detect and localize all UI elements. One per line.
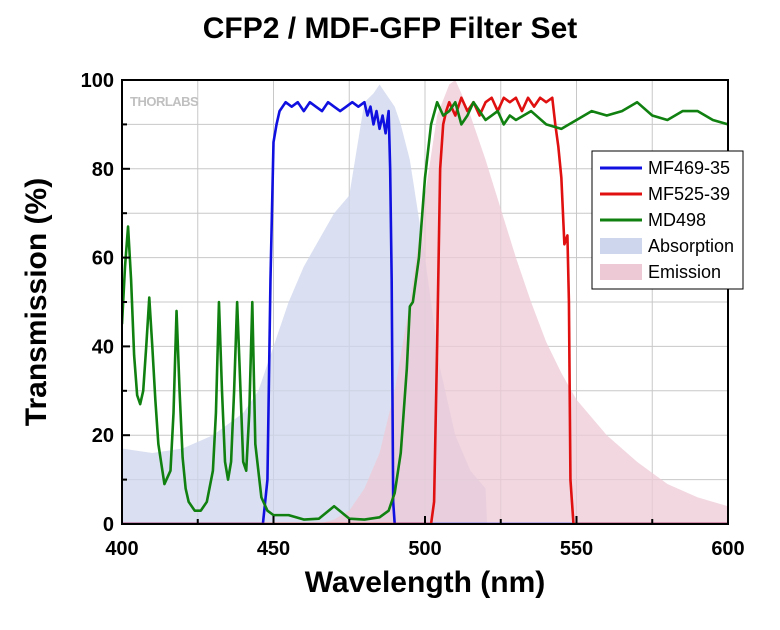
x-tick-label: 500 [408,538,441,560]
y-tick-label: 80 [92,159,114,181]
y-tick-label: 100 [81,70,114,92]
y-axis-label: Transmission (%) [20,177,53,427]
x-tick-label: 550 [560,538,593,560]
x-tick-label: 600 [711,538,744,560]
y-tick-label: 20 [92,425,114,447]
legend-label-emission: Emission [648,262,721,282]
legend-swatch-emission [600,264,642,280]
legend-label-mf525-39: MF525-39 [648,184,730,204]
watermark-logo: THORLABS [130,94,199,109]
series-mf469-35 [122,100,728,524]
y-tick-label: 0 [103,514,114,536]
series-emission [122,80,728,524]
legend-label-mf469-35: MF469-35 [648,158,730,178]
legend-swatch-absorption [600,238,642,254]
x-axis-label: Wavelength (nm) [304,566,546,599]
series-mf525-39 [122,96,728,524]
legend-label-md498: MD498 [648,210,706,230]
legend-label-absorption: Absorption [648,236,734,256]
x-tick-label: 400 [105,538,138,560]
x-tick-label: 450 [257,538,290,560]
series-md498 [122,100,728,521]
y-tick-label: 60 [92,248,114,270]
y-tick-label: 40 [92,336,114,358]
chart-title: CFP2 / MDF-GFP Filter Set [202,12,578,45]
